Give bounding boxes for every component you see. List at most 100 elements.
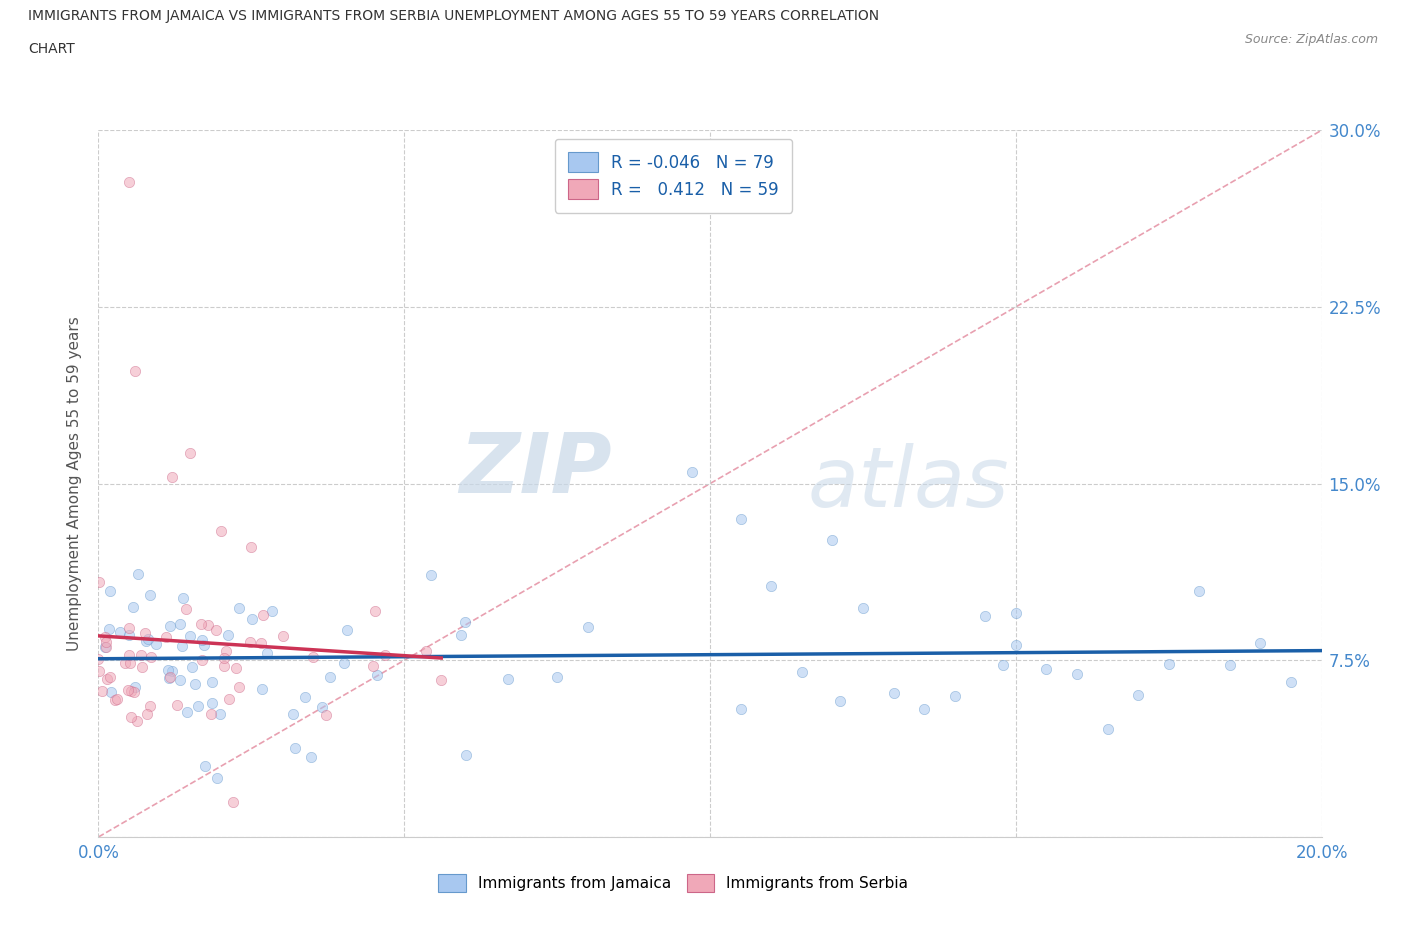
Point [114, 656, 136, 671]
Point [105, 691, 128, 706]
Point [333, 656, 356, 671]
Point [730, 512, 752, 526]
Point [256, 645, 278, 660]
Point [208, 707, 231, 722]
Point [174, 602, 197, 617]
Point [415, 644, 437, 658]
Point [193, 637, 215, 652]
Point [1157, 657, 1180, 671]
Point [96, 634, 118, 649]
Point [830, 693, 852, 708]
Point [117, 683, 139, 698]
Point [118, 647, 141, 662]
Point [1004, 606, 1026, 621]
Point [139, 698, 162, 713]
Point [821, 533, 844, 548]
Point [262, 604, 284, 618]
Point [252, 607, 274, 622]
Point [89, 663, 111, 678]
Point [169, 616, 191, 631]
Text: IMMIGRANTS FROM JAMAICA VS IMMIGRANTS FROM SERBIA UNEMPLOYMENT AMONG AGES 55 TO : IMMIGRANTS FROM JAMAICA VS IMMIGRANTS FR… [28, 9, 879, 23]
Point [157, 671, 180, 685]
Point [250, 635, 273, 650]
Point [301, 650, 323, 665]
Point [122, 599, 145, 614]
Point [184, 677, 207, 692]
Point [205, 771, 228, 786]
Point [87, 651, 110, 666]
Point [222, 794, 245, 809]
Point [1035, 662, 1057, 677]
Text: Source: ZipAtlas.com: Source: ZipAtlas.com [1244, 33, 1378, 46]
Point [118, 656, 141, 671]
Point [191, 653, 214, 668]
Point [118, 628, 141, 643]
Point [190, 632, 212, 647]
Point [284, 740, 307, 755]
Point [311, 699, 333, 714]
Point [134, 626, 156, 641]
Point [759, 579, 782, 594]
Point [179, 629, 201, 644]
Point [974, 609, 997, 624]
Point [319, 670, 342, 684]
Point [169, 672, 191, 687]
Point [89, 575, 111, 590]
Point [209, 524, 232, 538]
Point [129, 647, 152, 662]
Point [201, 695, 224, 710]
Point [228, 601, 250, 616]
Point [190, 617, 212, 631]
Point [883, 685, 905, 700]
Point [97, 621, 120, 636]
Point [197, 618, 219, 632]
Point [225, 660, 247, 675]
Point [110, 624, 132, 639]
Point [157, 663, 180, 678]
Point [1097, 722, 1119, 737]
Point [730, 702, 752, 717]
Point [363, 604, 385, 618]
Point [120, 710, 142, 724]
Point [124, 680, 146, 695]
Point [228, 679, 250, 694]
Point [135, 633, 157, 648]
Point [98, 670, 121, 684]
Point [179, 445, 201, 460]
Point [281, 706, 304, 721]
Point [294, 690, 316, 705]
Point [159, 618, 181, 633]
Point [104, 693, 127, 708]
Text: CHART: CHART [28, 42, 75, 56]
Point [187, 698, 209, 713]
Point [454, 747, 477, 762]
Point [215, 644, 238, 658]
Point [912, 701, 935, 716]
Point [576, 619, 599, 634]
Point [136, 632, 159, 647]
Point [91, 684, 114, 699]
Point [496, 671, 519, 686]
Point [852, 600, 875, 615]
Point [250, 681, 273, 696]
Point [419, 567, 441, 582]
Point [240, 539, 263, 554]
Point [172, 639, 194, 654]
Point [1219, 658, 1241, 673]
Point [98, 583, 121, 598]
Point [136, 707, 159, 722]
Text: atlas: atlas [808, 443, 1010, 525]
Point [160, 469, 183, 484]
Point [100, 684, 122, 699]
Point [118, 175, 141, 190]
Point [124, 363, 146, 378]
Point [200, 706, 222, 721]
Point [118, 621, 141, 636]
Point [450, 628, 472, 643]
Point [1066, 667, 1088, 682]
Point [145, 636, 167, 651]
Point [93, 640, 115, 655]
Point [430, 672, 453, 687]
Point [94, 630, 117, 644]
Point [218, 692, 240, 707]
